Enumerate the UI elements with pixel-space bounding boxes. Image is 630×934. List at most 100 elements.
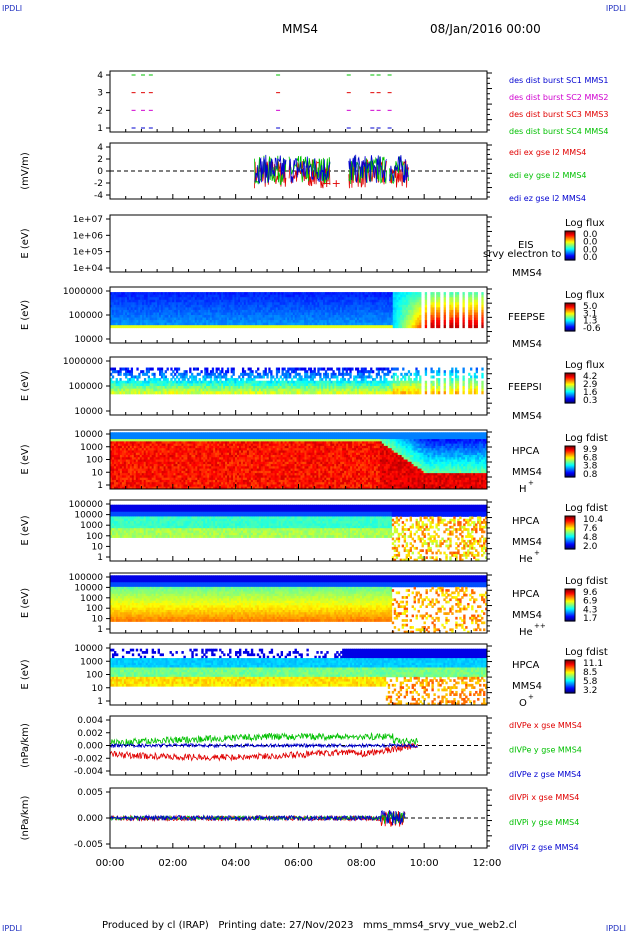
- spectrogram-cell: [266, 325, 269, 329]
- spectrogram-cell: [145, 439, 149, 442]
- spectrogram-cell: [145, 294, 149, 298]
- spectrogram-cell: [258, 297, 262, 301]
- spectrogram-cell: [328, 317, 331, 321]
- spectrogram-cell: [385, 307, 388, 311]
- spectrogram-cell: [362, 299, 365, 303]
- spectrogram-cell: [247, 375, 250, 379]
- spectrogram-cell: [141, 486, 145, 490]
- spectrogram-cell: [198, 383, 201, 387]
- spectrogram-cell: [462, 322, 465, 326]
- spectrogram-cell: [475, 302, 478, 306]
- spectrogram-cell: [360, 388, 363, 392]
- spectrogram-cell: [390, 388, 394, 392]
- spectrogram-cell: [436, 325, 439, 329]
- spectrogram-cell: [409, 315, 412, 318]
- spectrogram-cell: [147, 448, 151, 451]
- spectrogram-cell: [307, 325, 311, 329]
- spectrogram-cell: [449, 309, 452, 313]
- spectrogram-cell: [468, 309, 471, 313]
- spectrogram-cell: [407, 292, 411, 296]
- spectrogram-cell: [324, 391, 328, 395]
- spectrogram-cell: [481, 372, 484, 376]
- spectrogram-cell: [287, 299, 290, 303]
- spectrogram-cell: [387, 320, 390, 324]
- spectrogram-cell: [217, 320, 220, 324]
- spectrogram-cell: [143, 317, 147, 321]
- spectrogram-cell: [119, 370, 122, 374]
- spectrogram-cell: [405, 302, 409, 306]
- spectrogram-cell: [141, 448, 145, 451]
- spectrogram-cell: [179, 386, 183, 390]
- spectrogram-cell: [275, 307, 279, 311]
- spectrogram-cell: [394, 325, 397, 329]
- spectrogram-cell: [119, 443, 123, 447]
- spectrogram-cell: [326, 312, 330, 316]
- spectrogram-cell: [356, 388, 360, 392]
- spectrogram-cell: [326, 375, 330, 379]
- spectrogram-cell: [407, 307, 411, 311]
- spectrogram-cell: [149, 315, 152, 318]
- spectrogram-cell: [162, 292, 166, 296]
- spectrogram-cell: [251, 307, 254, 311]
- spectrogram-cell: [309, 325, 313, 329]
- spectrogram-cell: [266, 297, 269, 301]
- spectrogram-cell: [255, 322, 258, 326]
- spectrogram-cell: [143, 470, 147, 474]
- spectrogram-cell: [264, 383, 267, 387]
- spectrogram-cell: [224, 309, 228, 313]
- spectrogram-cell: [134, 304, 137, 308]
- spectrogram-cell: [264, 299, 267, 303]
- spectrogram-cell: [277, 302, 281, 306]
- spectrogram-cell: [283, 294, 286, 298]
- spectrogram-cell: [424, 317, 428, 321]
- spectrogram-cell: [111, 315, 115, 318]
- spectrogram-cell: [481, 388, 484, 392]
- spectrogram-cell: [117, 370, 120, 374]
- spectrogram-cell: [111, 370, 115, 374]
- spectrogram-cell: [194, 388, 198, 392]
- spectrogram-cell: [147, 468, 151, 472]
- spectrogram-cell: [125, 388, 128, 392]
- spectrogram-cell: [323, 320, 326, 324]
- spectrogram-cell: [415, 375, 418, 379]
- spectrogram-cell: [139, 473, 143, 476]
- spectrogram-cell: [417, 312, 420, 316]
- spectrogram-cell: [202, 292, 205, 296]
- spectrogram-cell: [309, 297, 313, 301]
- spectrogram-cell: [177, 325, 181, 329]
- spectrogram-cell: [145, 302, 149, 306]
- spectrogram-cell: [113, 459, 117, 463]
- spectrogram-cell: [454, 317, 458, 321]
- spectrogram-cell: [151, 391, 154, 395]
- spectrogram-cell: [213, 391, 216, 395]
- spectrogram-cell: [436, 307, 439, 311]
- spectrogram-cell: [160, 391, 164, 395]
- spectrogram-cell: [219, 378, 222, 382]
- spectrogram-cell: [255, 309, 258, 313]
- spectrogram-cell: [198, 304, 201, 308]
- spectrogram-cell: [121, 302, 124, 306]
- spectrogram-cell: [155, 302, 158, 306]
- spectrogram-cell: [362, 292, 365, 296]
- spectrogram-cell: [379, 309, 382, 313]
- spectrogram-cell: [424, 370, 428, 374]
- spectrogram-cell: [155, 307, 158, 311]
- spectrogram-cell: [153, 436, 157, 440]
- spectrogram-cell: [388, 304, 392, 308]
- spectrogram-cell: [177, 380, 181, 384]
- spectrogram-cell: [117, 317, 120, 321]
- spectrogram-cell: [324, 302, 328, 306]
- spectrogram-cell: [234, 309, 237, 313]
- spectrogram-cell: [349, 312, 352, 316]
- spectrogram-cell: [213, 380, 216, 384]
- spectrogram-cell: [475, 312, 478, 316]
- spectrogram-cell: [157, 378, 160, 382]
- spectrogram-cell: [192, 299, 196, 303]
- spectrogram-cell: [226, 322, 230, 326]
- spectrogram-cell: [121, 434, 125, 438]
- spectrogram-cell: [123, 434, 127, 438]
- spectrogram-cell: [358, 297, 362, 301]
- spectrogram-cell: [241, 375, 245, 379]
- spectrogram-cell: [358, 292, 362, 296]
- spectrogram-cell: [336, 380, 339, 384]
